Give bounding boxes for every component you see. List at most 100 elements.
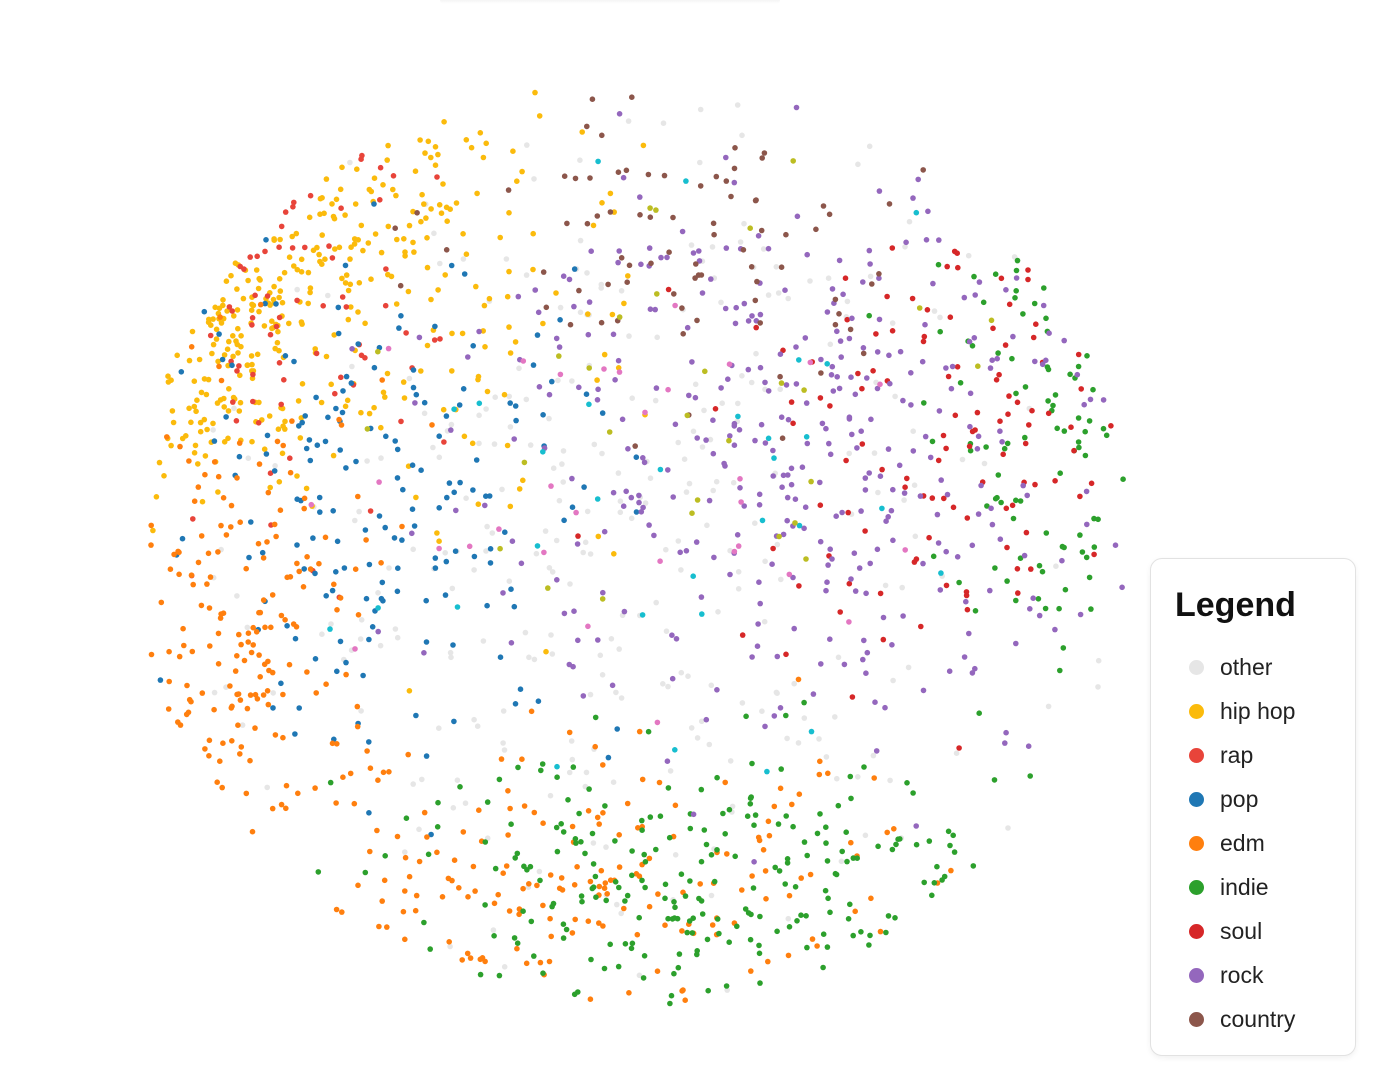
scatter-point-indie[interactable] xyxy=(798,912,804,918)
scatter-point-rock[interactable] xyxy=(863,590,869,597)
scatter-point-edm[interactable] xyxy=(596,883,603,890)
scatter-point-indie[interactable] xyxy=(1043,530,1050,536)
scatter-point-other[interactable] xyxy=(378,455,384,461)
scatter-point-other[interactable] xyxy=(698,718,705,725)
scatter-point-other[interactable] xyxy=(460,256,467,262)
scatter-point-indie[interactable] xyxy=(823,824,829,830)
scatter-point-indie[interactable] xyxy=(792,884,799,890)
scatter-point-indie[interactable] xyxy=(910,790,916,796)
scatter-point-edm[interactable] xyxy=(526,881,532,887)
scatter-point-rap[interactable] xyxy=(362,355,368,361)
scatter-point-soul[interactable] xyxy=(1033,321,1039,328)
scatter-point-pop[interactable] xyxy=(303,445,310,452)
scatter-point-other[interactable] xyxy=(547,792,554,799)
scatter-point-edm[interactable] xyxy=(198,533,205,539)
scatter-point-hip-hop[interactable] xyxy=(520,477,526,484)
scatter-point-rock[interactable] xyxy=(482,502,488,509)
scatter-point-rock[interactable] xyxy=(803,400,810,406)
scatter-point-hip-hop[interactable] xyxy=(351,241,358,247)
scatter-point-rock[interactable] xyxy=(566,661,573,668)
scatter-point-indie[interactable] xyxy=(537,877,543,884)
scatter-point-pop[interactable] xyxy=(353,458,359,465)
scatter-point-other[interactable] xyxy=(549,651,556,657)
scatter-point-extra[interactable] xyxy=(665,386,671,393)
scatter-point-country[interactable] xyxy=(680,331,686,337)
scatter-point-rock[interactable] xyxy=(1024,492,1030,499)
scatter-point-hip-hop[interactable] xyxy=(186,405,192,412)
scatter-point-hip-hop[interactable] xyxy=(240,295,247,302)
scatter-point-other[interactable] xyxy=(484,523,490,530)
scatter-point-indie[interactable] xyxy=(653,846,659,853)
scatter-point-rock[interactable] xyxy=(897,348,904,355)
scatter-point-indie[interactable] xyxy=(512,855,518,861)
scatter-point-rap[interactable] xyxy=(294,297,300,304)
scatter-point-indie[interactable] xyxy=(689,930,696,936)
scatter-point-edm[interactable] xyxy=(334,741,340,747)
scatter-point-pop[interactable] xyxy=(378,595,385,602)
scatter-point-rock[interactable] xyxy=(576,384,582,391)
scatter-point-soul[interactable] xyxy=(837,609,843,615)
scatter-point-other[interactable] xyxy=(1053,563,1059,569)
scatter-point-rock[interactable] xyxy=(500,590,506,596)
scatter-point-rock[interactable] xyxy=(782,287,788,294)
scatter-point-soul[interactable] xyxy=(902,484,908,491)
scatter-point-edm[interactable] xyxy=(662,922,668,928)
scatter-point-rock[interactable] xyxy=(784,494,791,501)
scatter-point-edm[interactable] xyxy=(202,746,208,752)
scatter-point-hip-hop[interactable] xyxy=(331,332,338,338)
scatter-point-indie[interactable] xyxy=(362,869,369,876)
scatter-point-hip-hop[interactable] xyxy=(317,258,323,265)
scatter-point-hip-hop[interactable] xyxy=(276,479,283,485)
scatter-point-soul[interactable] xyxy=(889,328,896,334)
scatter-point-other[interactable] xyxy=(599,672,606,678)
scatter-point-other[interactable] xyxy=(773,264,780,270)
scatter-point-rock[interactable] xyxy=(987,365,994,371)
scatter-point-edm[interactable] xyxy=(636,728,643,735)
scatter-point-rock[interactable] xyxy=(595,386,601,393)
scatter-point-rap[interactable] xyxy=(190,516,196,522)
scatter-point-hip-hop[interactable] xyxy=(203,391,210,398)
scatter-point-hip-hop[interactable] xyxy=(424,235,430,241)
scatter-point-indie[interactable] xyxy=(951,849,958,855)
scatter-point-rock[interactable] xyxy=(416,334,423,341)
scatter-point-edm[interactable] xyxy=(218,522,224,529)
scatter-point-soul[interactable] xyxy=(964,606,971,613)
scatter-point-rock[interactable] xyxy=(885,446,892,452)
scatter-point-rock[interactable] xyxy=(638,509,645,515)
scatter-point-soul[interactable] xyxy=(1052,478,1058,484)
scatter-point-edm[interactable] xyxy=(277,507,284,513)
scatter-point-rock[interactable] xyxy=(910,195,916,201)
scatter-point-hip-hop[interactable] xyxy=(274,339,281,346)
scatter-point-rock[interactable] xyxy=(600,589,606,596)
scatter-point-indie[interactable] xyxy=(913,841,920,848)
scatter-point-other[interactable] xyxy=(762,558,768,565)
scatter-point-rock[interactable] xyxy=(943,365,949,371)
scatter-point-rap[interactable] xyxy=(302,244,308,251)
scatter-point-edm[interactable] xyxy=(333,906,340,913)
scatter-point-indie[interactable] xyxy=(772,864,778,871)
scatter-point-soul[interactable] xyxy=(1077,493,1083,500)
scatter-point-rock[interactable] xyxy=(785,416,792,423)
scatter-point-hip-hop[interactable] xyxy=(276,276,283,282)
scatter-point-hip-hop[interactable] xyxy=(318,399,325,406)
scatter-point-other[interactable] xyxy=(875,489,881,496)
scatter-point-edm[interactable] xyxy=(338,422,345,428)
scatter-point-indie[interactable] xyxy=(801,699,807,706)
scatter-point-extra[interactable] xyxy=(654,719,661,726)
scatter-point-rock[interactable] xyxy=(610,331,617,338)
scatter-point-edm[interactable] xyxy=(596,821,602,827)
scatter-point-extra[interactable] xyxy=(684,412,691,419)
scatter-point-edm[interactable] xyxy=(199,690,206,696)
scatter-point-soul[interactable] xyxy=(1002,342,1009,348)
scatter-point-other[interactable] xyxy=(1095,684,1101,690)
scatter-point-soul[interactable] xyxy=(909,295,916,302)
scatter-point-pop[interactable] xyxy=(461,271,468,277)
scatter-point-pop[interactable] xyxy=(428,831,434,838)
scatter-point-rock[interactable] xyxy=(762,379,768,386)
scatter-point-other[interactable] xyxy=(524,142,530,148)
scatter-point-country[interactable] xyxy=(757,320,763,326)
scatter-point-soul[interactable] xyxy=(870,368,876,374)
scatter-point-other[interactable] xyxy=(506,393,512,400)
scatter-point-rock[interactable] xyxy=(721,460,727,467)
